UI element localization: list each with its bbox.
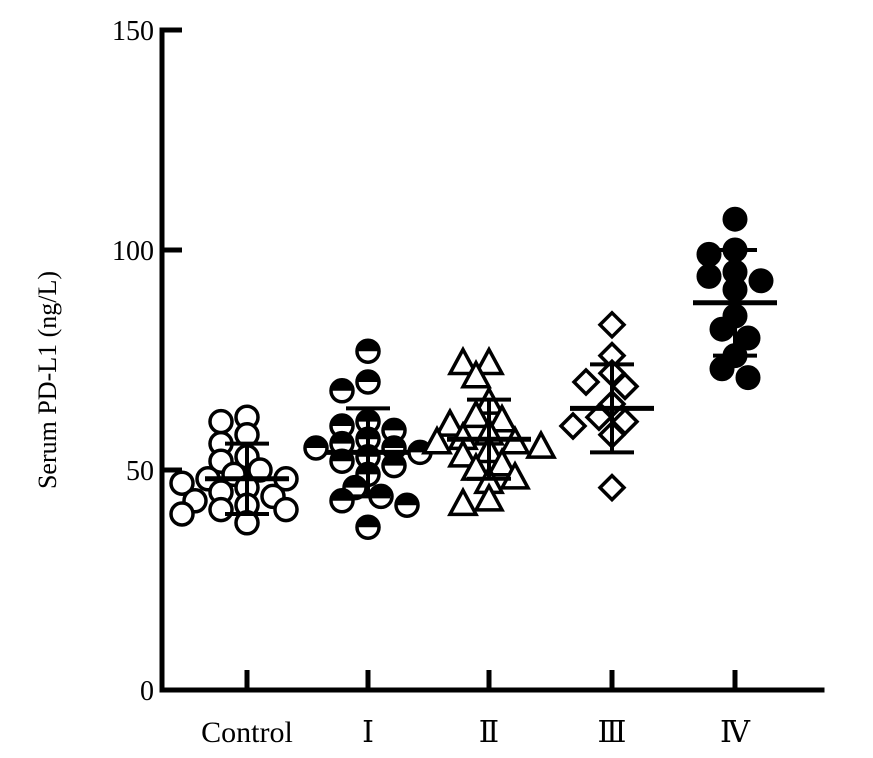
data-point [460,359,492,389]
data-point [355,338,381,364]
data-point [355,514,381,540]
x-tick-label: Ⅲ [598,716,627,749]
y-tick-label: 150 [112,16,154,47]
data-point [696,241,722,267]
data-point [558,411,588,441]
data-point [434,407,466,437]
series-1 [303,338,433,540]
y-tick-label: 100 [112,236,154,267]
data-point [486,447,518,477]
x-axis: Control Ⅰ Ⅱ Ⅲ Ⅳ [159,670,825,749]
data-point [735,365,761,391]
series-2 [421,345,557,517]
x-tick-label: Ⅳ [720,716,751,749]
data-point [355,369,381,395]
data-point [460,398,492,429]
series-4 [693,206,777,391]
data-point [381,452,407,479]
y-axis: 0 50 100 150 Serum PD-L1 (ng/L) [33,16,182,707]
y-tick-label: 0 [140,676,154,707]
data-point [208,496,234,523]
series-0 [169,404,299,536]
data-point [329,488,355,514]
data-point [486,403,518,433]
series-3 [558,310,654,503]
data-point [696,263,722,289]
plot-area [169,206,777,540]
data-point [473,482,505,512]
data-point [597,473,627,503]
data-point [169,501,195,527]
data-point [499,460,531,490]
data-point [525,429,557,459]
x-tick-label: Ⅰ [362,716,374,749]
data-point [722,206,748,232]
data-point [329,378,355,404]
data-point [421,425,453,455]
data-point [709,316,735,342]
x-ticks: Control Ⅰ Ⅱ Ⅲ Ⅳ [201,670,751,749]
data-point [447,345,479,376]
data-point [748,268,774,294]
data-point [597,310,627,340]
data-point [584,402,614,432]
y-tick-label: 50 [126,456,154,487]
data-point [329,413,355,439]
y-axis-label: Serum PD-L1 (ng/L) [33,271,62,489]
data-point [273,496,299,523]
x-tick-label: Ⅱ [479,716,499,749]
data-point [571,367,601,397]
data-point [610,371,640,401]
data-point [447,486,479,517]
y-ticks: 0 50 100 150 [112,16,182,707]
data-point [169,470,195,496]
x-tick-label: Control [201,716,293,749]
data-point [447,438,479,468]
data-point [394,492,420,518]
data-point [709,356,735,382]
data-point [303,435,329,461]
data-point [208,408,234,435]
data-point [473,345,505,376]
